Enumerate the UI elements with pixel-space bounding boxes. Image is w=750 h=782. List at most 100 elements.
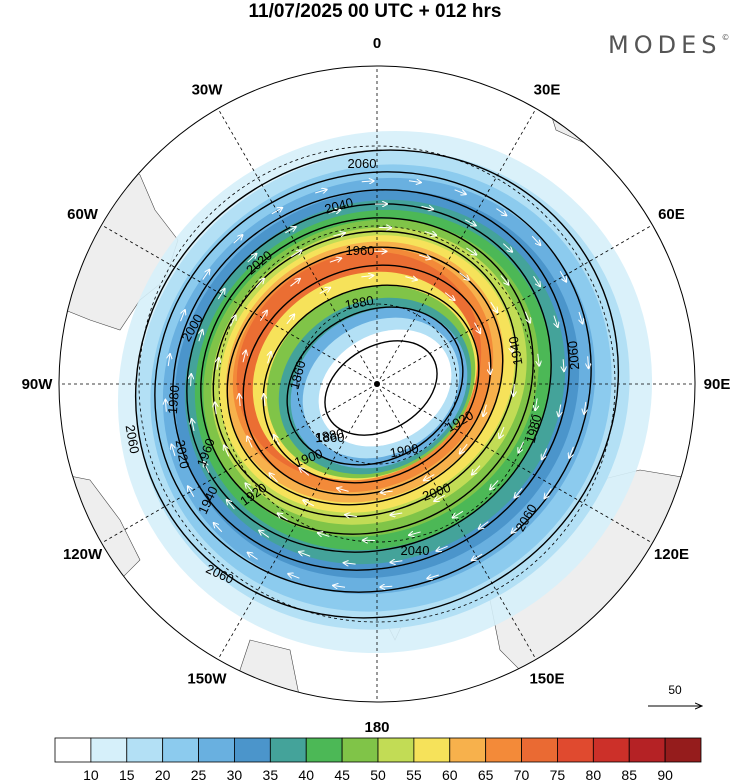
wind-arrow: [408, 181, 421, 183]
wind-arrow: [233, 235, 243, 244]
wind-arrow: [215, 402, 216, 415]
wind-arrow: [538, 353, 539, 366]
colorbar-swatch: [449, 737, 487, 763]
colorbar-swatch: [198, 737, 235, 763]
colorbar-swatch: [485, 737, 522, 763]
wind-arrow: [214, 523, 223, 533]
wind-arrow: [454, 189, 466, 194]
meridian-line: [376, 383, 653, 544]
wind-arrow: [319, 288, 330, 294]
wind-arrow: [559, 404, 561, 416]
wind-arrow: [434, 494, 446, 501]
wind-arrow: [247, 254, 257, 263]
longitude-label: 30W: [192, 82, 224, 99]
wind-arrow: [512, 524, 521, 533]
wind-arrow: [361, 181, 374, 182]
longitude-label: 150E: [529, 670, 564, 687]
wind-arrow: [513, 383, 514, 396]
colorbar-tick-label: 30: [227, 767, 243, 782]
wind-arrow: [202, 270, 210, 280]
wind-arrow: [337, 488, 349, 491]
longitude-label: 60W: [67, 206, 99, 223]
wind-arrow: [229, 315, 235, 327]
contour-label: 2040: [401, 543, 430, 558]
wind-arrow: [290, 250, 301, 258]
wind-arrow: [217, 289, 224, 300]
modes-logo: MODES©: [608, 31, 729, 59]
wind-arrow: [168, 354, 170, 367]
colorbar-tick-label: 15: [119, 767, 135, 782]
graticule: [59, 66, 695, 702]
wind-arrow: [361, 275, 373, 276]
wind-arrow: [453, 510, 464, 517]
wind-arrow: [472, 553, 483, 560]
wind-arrow: [243, 351, 246, 363]
wind-arrow: [278, 513, 288, 521]
colorbar-swatch: [521, 737, 558, 763]
wind-arrow: [268, 352, 271, 364]
contour-label: 2060: [348, 156, 377, 171]
contour-label: 2060: [123, 424, 143, 455]
height-contour: [286, 306, 464, 466]
wind-arrow: [421, 206, 433, 209]
wind-arrow: [239, 394, 240, 407]
wind-arrow: [333, 233, 345, 236]
wind-arrow: [515, 487, 523, 497]
colorbar-tick-label: 45: [334, 767, 350, 782]
wind-arrow: [531, 235, 540, 245]
colorbar-tick-label: 40: [298, 767, 314, 782]
wind-arrow: [474, 322, 480, 333]
meridian-line: [376, 108, 537, 385]
wind-arrow: [286, 314, 294, 325]
longitude-label: 120E: [654, 546, 689, 563]
wind-arrow: [479, 521, 489, 529]
wind-arrow: [192, 419, 194, 432]
wind-arrow: [380, 586, 393, 587]
wind-arrow: [459, 272, 469, 280]
contour-label: 1980: [165, 385, 182, 415]
colorbar-swatch: [305, 737, 343, 763]
wind-arrow: [191, 374, 192, 387]
wind-arrow: [245, 483, 254, 493]
wind-arrow: [490, 301, 498, 312]
wind-arrow: [409, 532, 421, 535]
colorbar-tick-label: 10: [83, 767, 99, 782]
height-contour: [200, 217, 534, 535]
wind-arrow: [345, 515, 358, 517]
wind-arrow: [444, 292, 454, 300]
reference-vector: 50: [648, 683, 702, 706]
wind-arrow: [290, 279, 299, 287]
colorbar-swatch: [664, 737, 702, 763]
meridian-line: [101, 383, 378, 544]
wind-arrow: [255, 279, 264, 288]
colorbar-tick-label: 20: [155, 767, 171, 782]
wind-arrow: [180, 310, 185, 322]
wind-arrow: [499, 426, 505, 438]
colorbar-tick-label: 85: [621, 767, 637, 782]
colorbar-tick-label: 60: [442, 767, 458, 782]
longitude-label: 90E: [704, 376, 731, 393]
latitude-circle: [138, 145, 616, 623]
wind-arrow: [544, 488, 552, 498]
contour-label: 1960: [346, 243, 375, 258]
wind-arrow: [260, 311, 267, 322]
wind-arrow: [329, 258, 341, 262]
wind-arrow: [299, 552, 311, 557]
colorbar-tick-label: 50: [370, 767, 386, 782]
wind-speed-band: [318, 329, 452, 447]
wind-arrow: [204, 462, 210, 473]
longitude-label: 90W: [22, 376, 54, 393]
longitude-label: 30E: [534, 82, 561, 99]
wind-arrow: [274, 435, 280, 446]
wind-arrow: [303, 500, 315, 507]
colorbar-tick-label: 75: [550, 767, 566, 782]
wind-speed-shading: [117, 130, 653, 654]
wind-arrow: [510, 340, 513, 353]
contour-label: 1860: [316, 430, 345, 445]
wind-arrow: [264, 394, 265, 407]
colorbar-swatch: [162, 737, 199, 763]
wind-arrow: [199, 330, 203, 342]
map-title: 11/07/2025 00 UTC + 012 hrs: [248, 1, 502, 22]
colorbar-tick-label: 35: [263, 767, 279, 782]
